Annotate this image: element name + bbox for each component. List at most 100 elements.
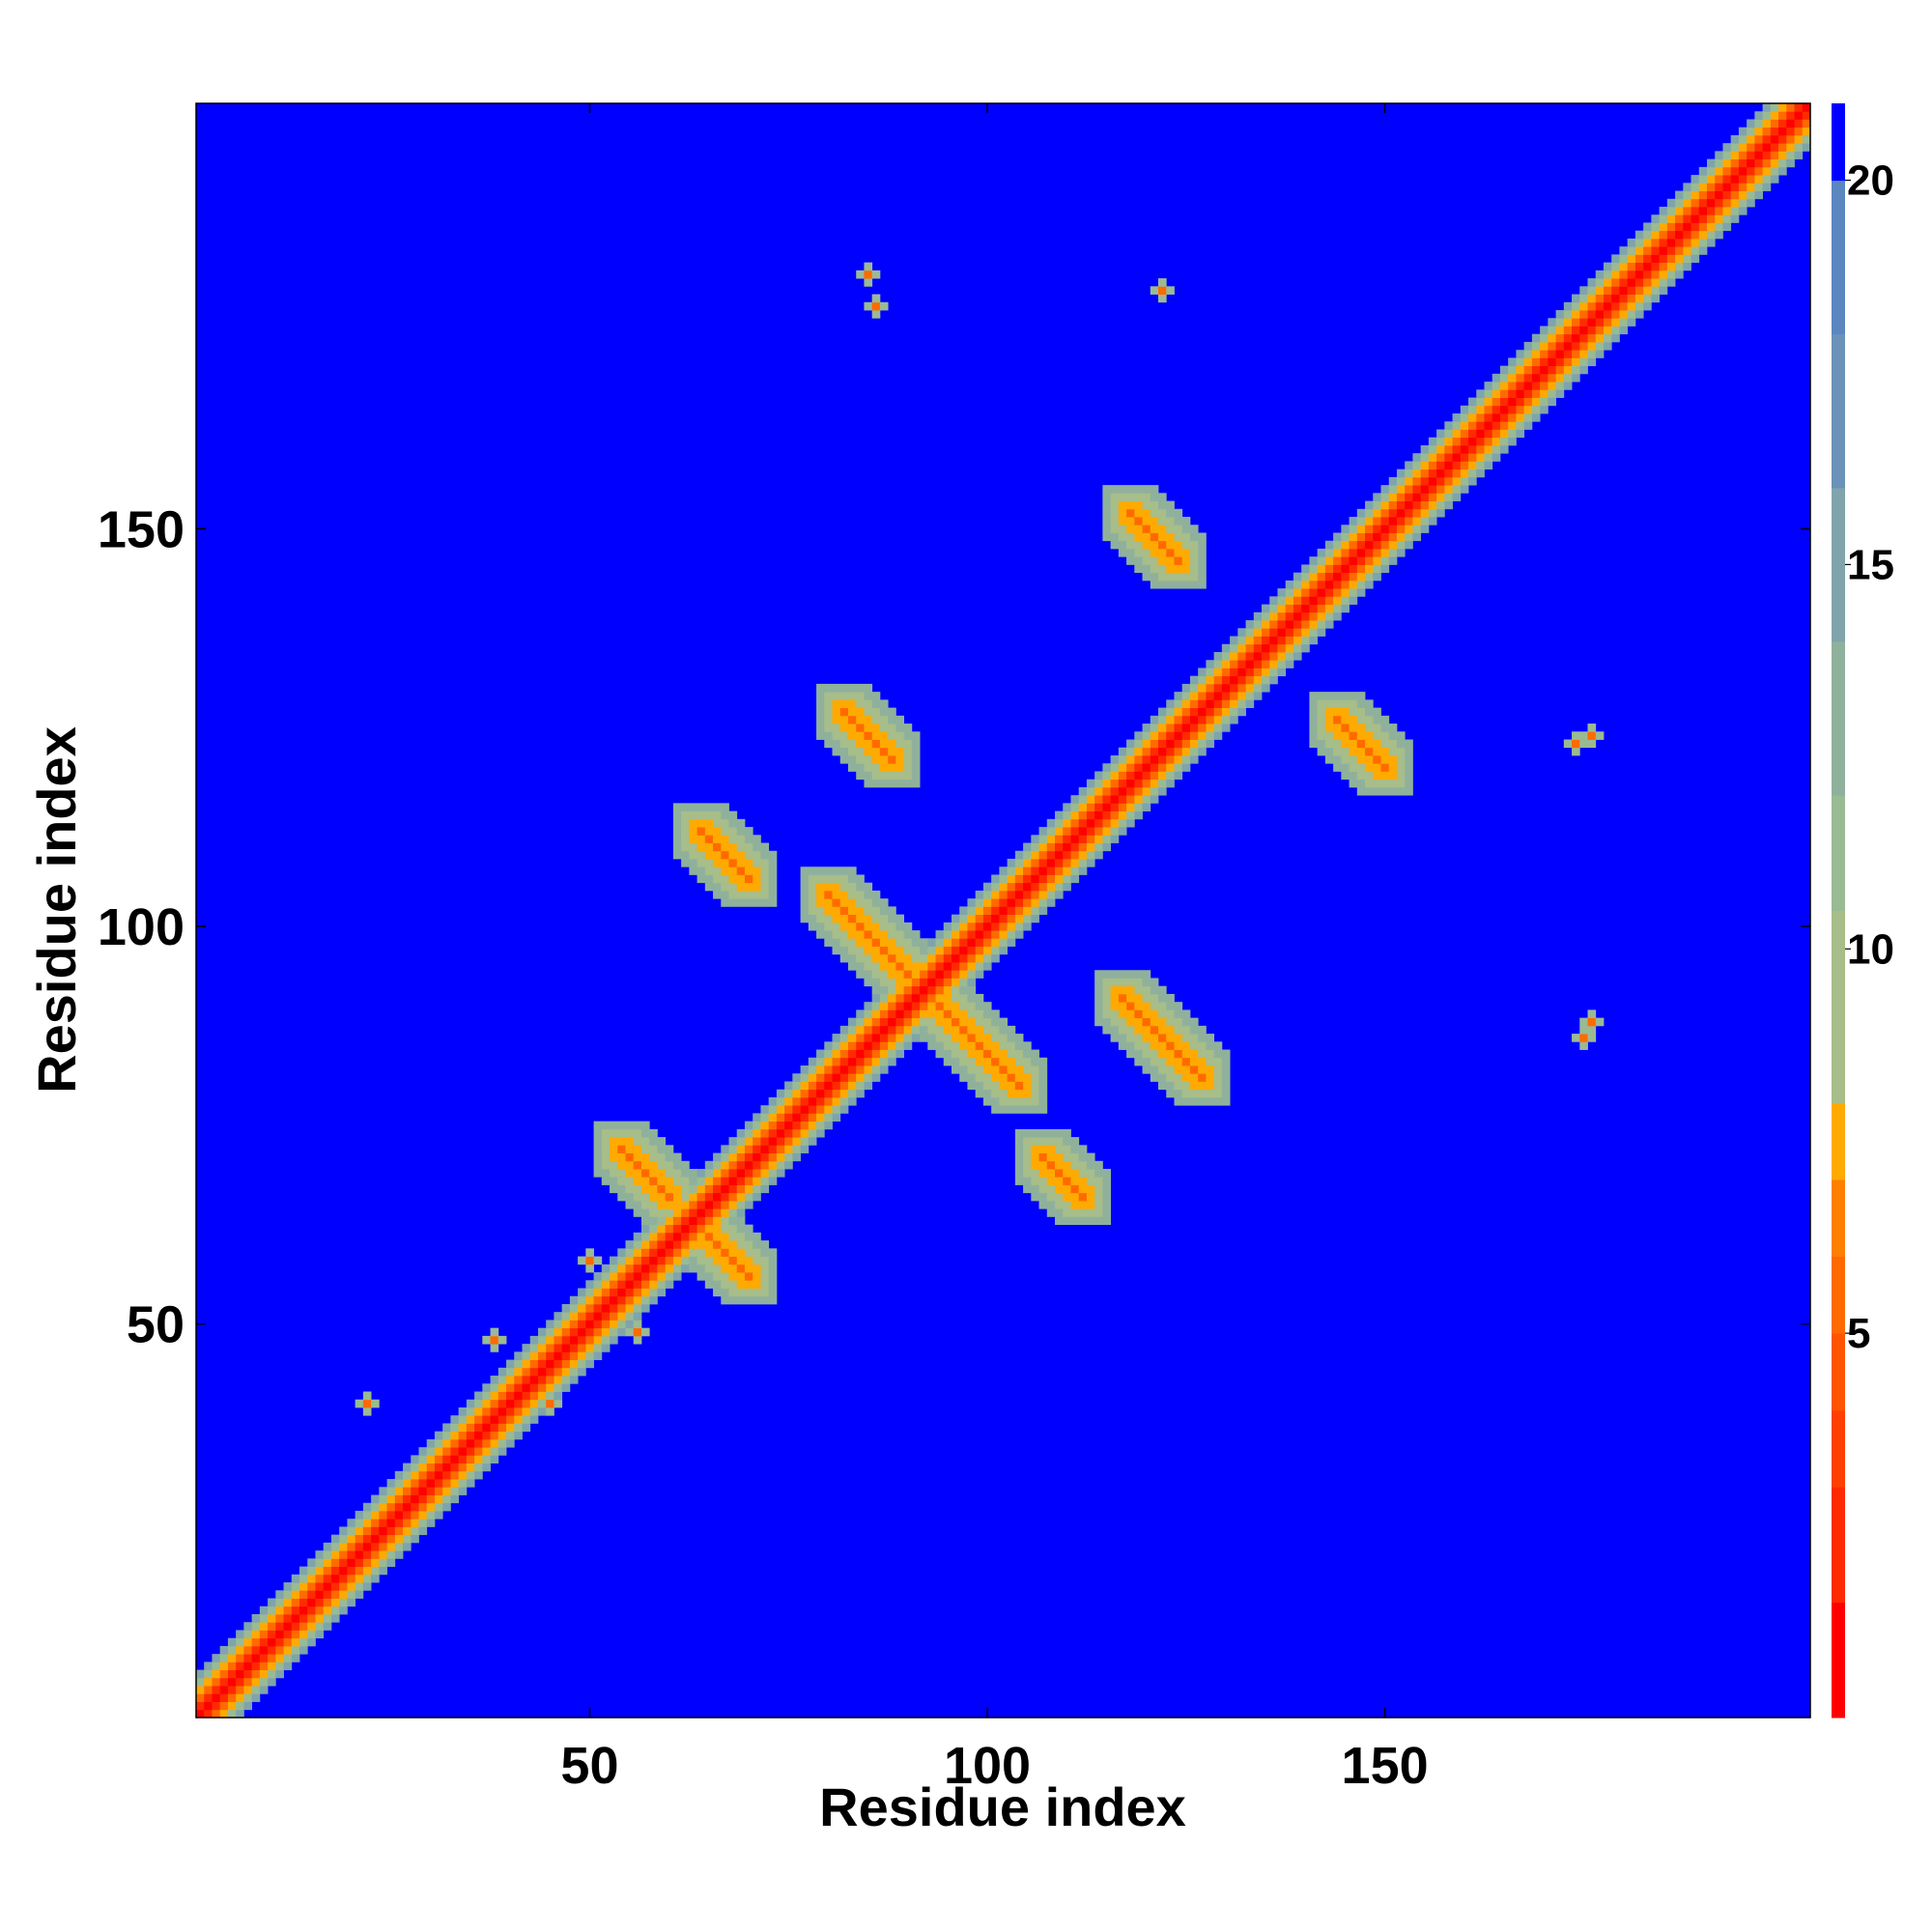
heatmap-cell	[323, 1613, 332, 1623]
heatmap-cell	[1595, 301, 1605, 311]
heatmap-cell	[1158, 747, 1167, 756]
heatmap-cell	[546, 1335, 554, 1345]
heatmap-cell	[1651, 238, 1660, 247]
heatmap-cell	[935, 1034, 952, 1042]
heatmap-cell	[1587, 326, 1597, 335]
heatmap-cell	[251, 1677, 261, 1687]
heatmap-cell	[657, 1248, 667, 1257]
heatmap-cell	[450, 1463, 460, 1472]
heatmap-cell	[355, 1582, 364, 1591]
heatmap-cell	[935, 946, 945, 955]
heatmap-cell	[999, 890, 1009, 899]
heatmap-cell	[506, 1431, 515, 1440]
heatmap-cell	[704, 827, 722, 836]
heatmap-cell	[1659, 222, 1668, 232]
heatmap-cell	[864, 692, 881, 700]
heatmap-cell	[1420, 453, 1430, 462]
heatmap-cell	[1269, 628, 1278, 637]
heatmap-cell	[952, 970, 960, 979]
heatmap-cell	[816, 1096, 825, 1106]
heatmap-cell	[1349, 747, 1366, 756]
heatmap-cell	[1324, 588, 1334, 597]
heatmap-cell	[1293, 643, 1302, 653]
heatmap-cell	[1587, 350, 1597, 358]
heatmap-cell	[1309, 620, 1319, 629]
heatmap-cell	[1341, 596, 1350, 605]
heatmap-cell	[728, 1256, 738, 1265]
heatmap-cell	[1555, 333, 1565, 343]
heatmap-cell	[1770, 158, 1779, 168]
heatmap-cell	[1531, 382, 1541, 390]
heatmap-cell	[911, 978, 921, 987]
heatmap-cell	[204, 1709, 213, 1719]
heatmap-cell	[610, 1303, 618, 1313]
heatmap-cell	[339, 1558, 348, 1567]
heatmap-cell	[696, 1224, 706, 1234]
heatmap-cell	[529, 1351, 539, 1360]
heatmap-cell	[593, 1288, 603, 1297]
heatmap-cell	[1118, 532, 1135, 542]
heatmap-cell	[1269, 660, 1278, 668]
heatmap-cell	[1388, 500, 1398, 510]
heatmap-cell	[1110, 540, 1127, 550]
heatmap-cell	[975, 922, 984, 931]
heatmap-cell	[871, 993, 881, 1003]
heatmap-cell	[1356, 540, 1366, 550]
heatmap-cell	[1563, 357, 1573, 367]
heatmap-cell	[760, 1177, 770, 1185]
heatmap-cell	[1730, 143, 1740, 152]
heatmap-cell	[776, 1113, 785, 1122]
heatmap-cell	[736, 1128, 746, 1138]
heatmap-cell	[975, 890, 984, 899]
heatmap-cell	[617, 1295, 626, 1305]
heatmap-cell	[1388, 517, 1398, 526]
heatmap-cell	[251, 1622, 261, 1631]
heatmap-cell	[403, 1510, 412, 1520]
heatmap-cell	[1388, 476, 1398, 486]
heatmap-cell	[482, 1447, 491, 1456]
heatmap-cell	[1038, 842, 1048, 852]
heatmap-cell	[824, 707, 833, 717]
heatmap-cell	[1412, 485, 1422, 494]
heatmap-cell	[1412, 453, 1422, 462]
heatmap-cell	[1014, 1081, 1024, 1091]
heatmap-cell	[1023, 1160, 1032, 1170]
heatmap-cell	[640, 1160, 658, 1170]
heatmap-cell	[879, 922, 896, 931]
heatmap-cell	[1324, 572, 1334, 582]
heatmap-cell	[665, 1240, 674, 1249]
heatmap-cell	[975, 914, 984, 923]
heatmap-cell	[760, 1152, 770, 1162]
heatmap-cell	[1706, 207, 1716, 215]
heatmap-cell	[1492, 421, 1501, 430]
heatmap-cell	[1380, 517, 1390, 526]
heatmap-cell	[450, 1487, 460, 1495]
heatmap-cell	[1014, 890, 1024, 899]
heatmap-cell	[1293, 604, 1302, 613]
heatmap-cell	[728, 818, 746, 828]
heatmap-cell	[323, 1566, 332, 1576]
heatmap-cell	[1174, 771, 1183, 781]
heatmap-cell	[585, 1264, 594, 1273]
heatmap-cell	[283, 1637, 293, 1647]
heatmap-cell	[1094, 1017, 1112, 1027]
heatmap-cell	[1301, 572, 1310, 582]
heatmap-cell	[474, 1431, 483, 1440]
heatmap-cell	[1174, 754, 1183, 764]
heatmap-cell	[808, 922, 825, 931]
heatmap-cell	[1007, 867, 1016, 875]
heatmap-cell	[744, 1272, 753, 1281]
heatmap-cell	[1706, 158, 1716, 168]
heatmap-cell	[1014, 1160, 1024, 1170]
heatmap-cell	[1468, 413, 1477, 422]
heatmap-cell	[847, 1057, 857, 1066]
heatmap-cell	[1747, 175, 1755, 184]
heatmap-cell	[1747, 166, 1755, 176]
heatmap-cell	[832, 747, 849, 756]
heatmap-cell	[633, 1248, 642, 1257]
heatmap-cell	[736, 1184, 746, 1194]
heatmap-cell	[768, 1160, 778, 1170]
heatmap-cell	[1110, 810, 1120, 820]
heatmap-cell	[537, 1351, 547, 1360]
heatmap-cell	[1380, 493, 1390, 501]
